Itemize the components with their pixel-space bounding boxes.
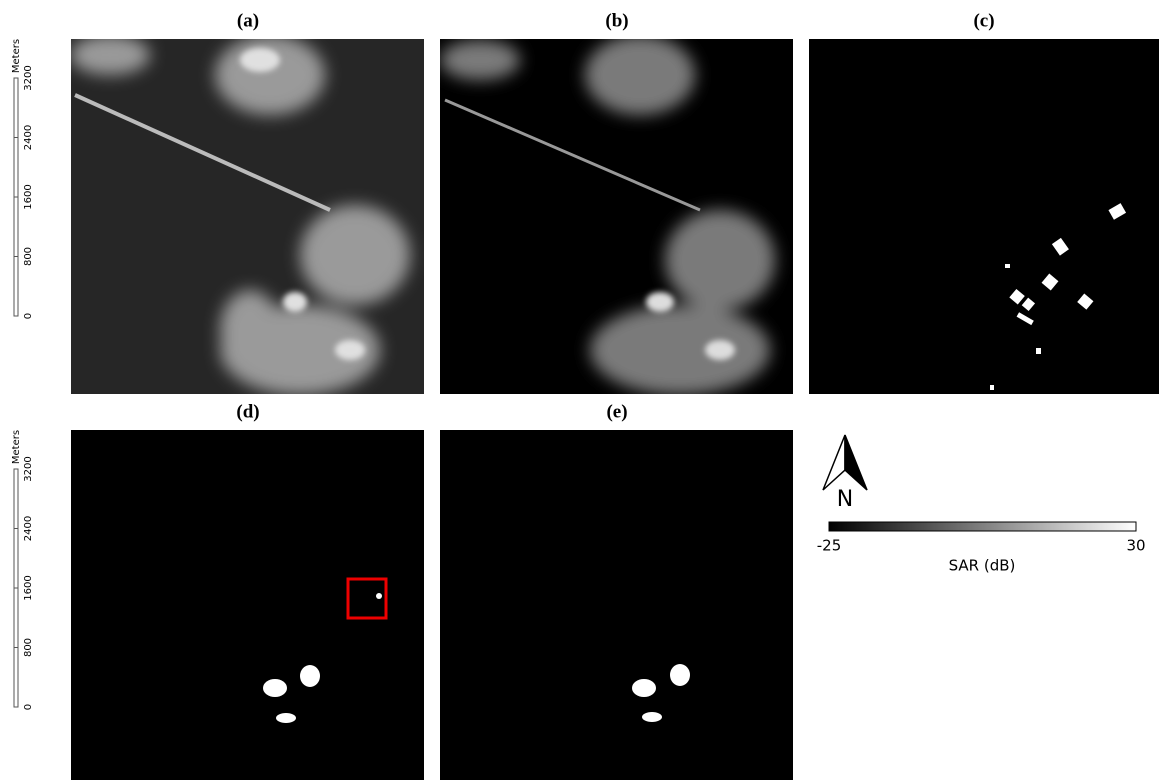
scale-label: 2400 (23, 516, 34, 541)
result-image-e (440, 430, 793, 780)
panel-label: (a) (237, 10, 259, 31)
result-image-c (809, 39, 1159, 394)
result-image-d (71, 430, 424, 780)
colorbar-label: SAR (dB) (949, 557, 1016, 575)
scale-label: 3200 (23, 65, 34, 90)
panel-label: (b) (605, 10, 628, 31)
scale-unit: Meters (11, 39, 22, 73)
scale-label: 0 (23, 704, 34, 710)
panel-label: (d) (236, 401, 259, 422)
scale-label: 800 (23, 247, 34, 266)
scale-label: 0 (23, 313, 34, 319)
figure: N -25 30 SAR (dB) (a) (b) (c) (d) (e) 0 800 160… (0, 0, 1159, 780)
sar-image-a (70, 35, 424, 395)
colorbar-min: -25 (817, 537, 842, 555)
scale-label: 1600 (23, 184, 34, 209)
scale-label: 3200 (23, 456, 34, 481)
panel-label: (e) (606, 401, 627, 422)
sar-image-b (440, 35, 793, 395)
colorbar (829, 522, 1136, 531)
scale-label: 2400 (23, 125, 34, 150)
scale-label: 1600 (23, 575, 34, 600)
scale-label: 800 (23, 638, 34, 657)
north-arrow (823, 435, 867, 490)
north-label: N (837, 487, 853, 512)
colorbar-max: 30 (1126, 537, 1145, 555)
scale-unit: Meters (11, 430, 22, 464)
panel-label: (c) (973, 10, 994, 31)
